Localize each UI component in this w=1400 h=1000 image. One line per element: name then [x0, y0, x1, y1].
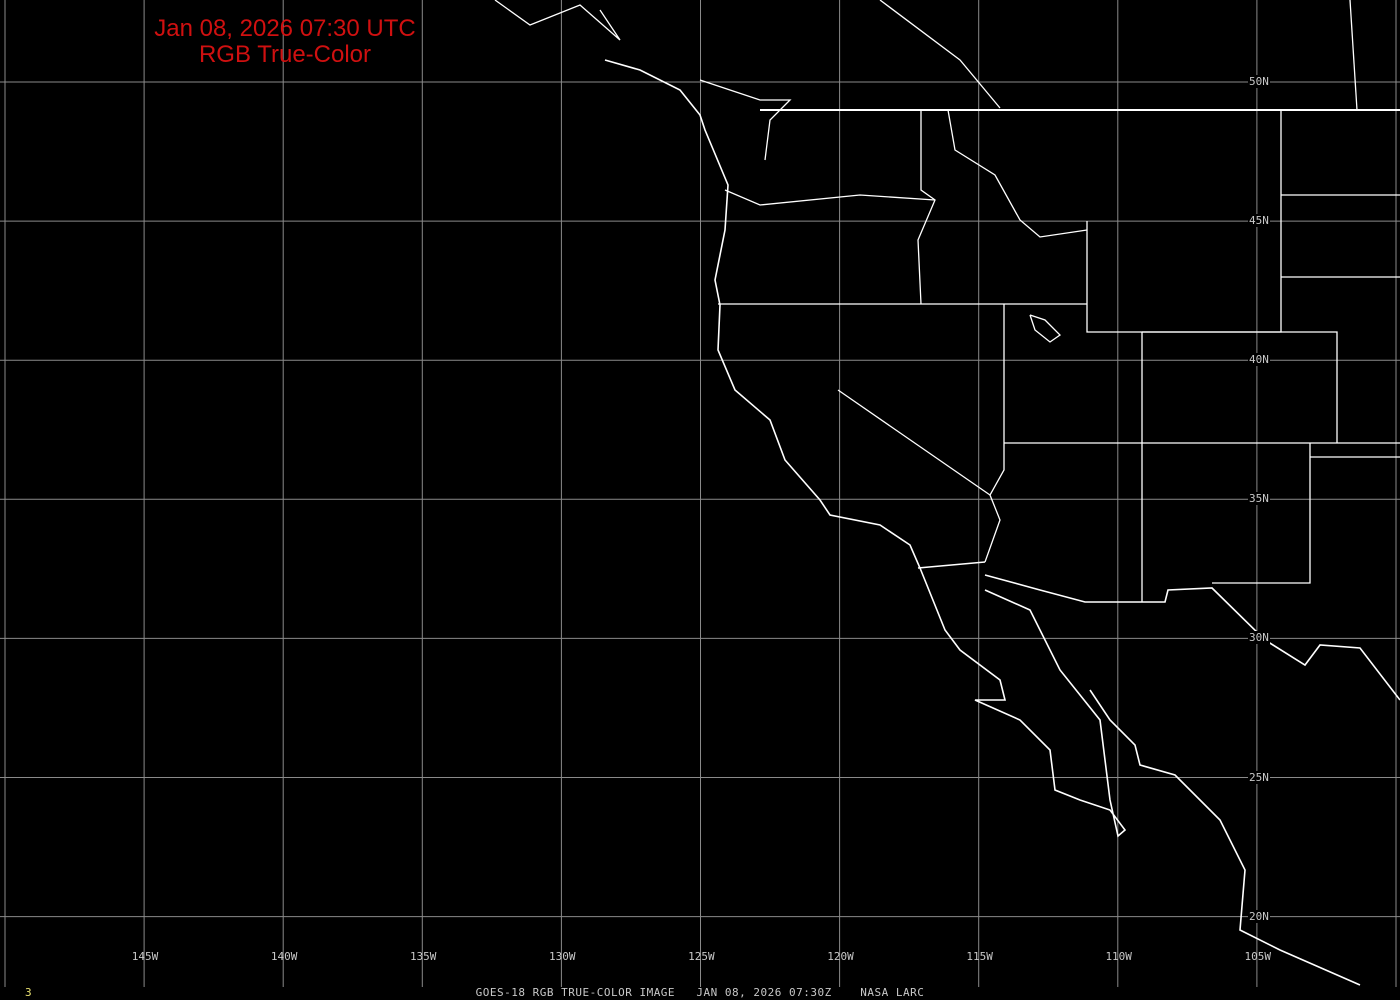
border-co [1142, 331, 1338, 443]
map-timestamp: Jan 08, 2026 07:30 UTC [154, 15, 416, 42]
longitude-label: 130W [549, 950, 576, 963]
latitude-label: 35N [1248, 492, 1270, 506]
longitude-label: 110W [1105, 950, 1132, 963]
longitude-label: 120W [827, 950, 854, 963]
coastline-mexico-gulf [984, 574, 1400, 701]
longitude-label: 125W [688, 950, 715, 963]
latitude-label: 25N [1248, 770, 1270, 784]
border-id-or [917, 110, 936, 305]
border-ca-nv [837, 389, 991, 496]
boundaries [494, 0, 1400, 986]
image-caption: GOES-18 RGB TRUE-COLOR IMAGE JAN 08, 202… [0, 986, 1400, 999]
map-product-title: RGB True-Color [198, 41, 372, 68]
latitude-label: 50N [1248, 75, 1270, 88]
border-us-mexico [917, 561, 986, 569]
border-nv [984, 304, 1005, 563]
latitude-label: 45N [1248, 214, 1270, 228]
frame-number: 3 [25, 986, 32, 999]
caption-text: GOES-18 RGB TRUE-COLOR IMAGE JAN 08, 202… [475, 986, 925, 999]
border-wa-or [724, 189, 936, 206]
border-id-mt [947, 109, 1088, 238]
coastline-canada [494, 0, 621, 41]
coastline-mexico-west [1089, 689, 1361, 986]
coastline-pacific [604, 59, 1127, 838]
longitude-label: 135W [409, 950, 437, 963]
longitude-label: 140W [270, 950, 298, 963]
latitude-label: 20N [1248, 909, 1270, 923]
coastline-puget [699, 79, 792, 161]
longitude-label: 105W [1244, 950, 1272, 963]
canada-interior [879, 0, 1001, 109]
latitude-label: 40N [1248, 353, 1270, 367]
latitude-label: 30N [1248, 631, 1270, 645]
longitude-label: 115W [966, 950, 993, 963]
longitude-label: 145W [131, 950, 159, 963]
great-salt-lake [1029, 314, 1062, 343]
